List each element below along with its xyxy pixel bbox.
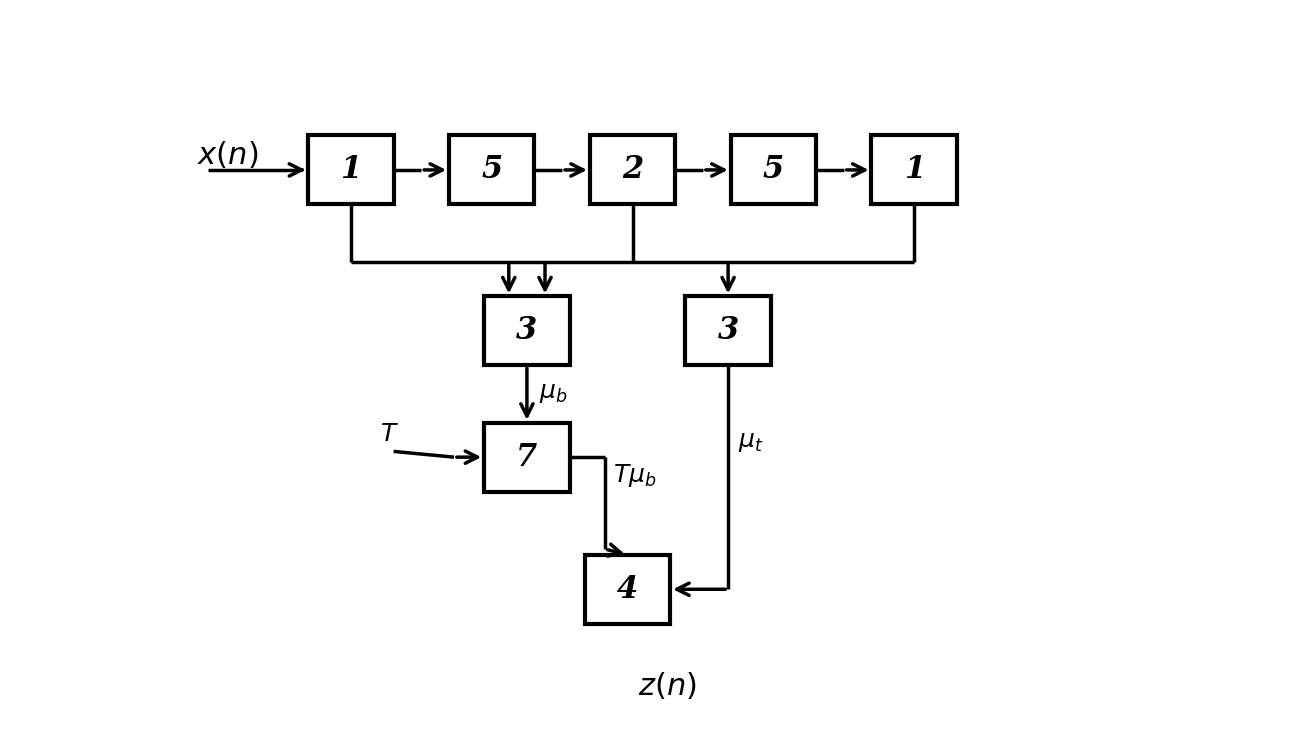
Bar (449, 136, 535, 204)
Bar (484, 423, 570, 492)
Bar (685, 296, 771, 366)
Text: 7: 7 (517, 442, 537, 473)
Text: 1: 1 (340, 154, 361, 186)
Bar (589, 136, 675, 204)
Text: 3: 3 (718, 316, 739, 346)
Text: $\mu_t$: $\mu_t$ (739, 431, 763, 454)
Bar (731, 136, 816, 204)
Text: 3: 3 (517, 316, 537, 346)
Text: 2: 2 (622, 154, 643, 186)
Text: $z(n)$: $z(n)$ (637, 671, 696, 702)
Text: $x(n)$: $x(n)$ (197, 140, 258, 171)
Text: 5: 5 (482, 154, 502, 186)
Text: $T$: $T$ (380, 423, 398, 445)
Bar (584, 555, 670, 624)
Text: 5: 5 (763, 154, 784, 186)
Text: 4: 4 (617, 574, 639, 605)
Bar (871, 136, 957, 204)
Text: 1: 1 (903, 154, 924, 186)
Text: $T\mu_b$: $T\mu_b$ (613, 462, 657, 489)
Bar (308, 136, 393, 204)
Bar (484, 296, 570, 366)
Text: $\mu_b$: $\mu_b$ (539, 383, 567, 406)
